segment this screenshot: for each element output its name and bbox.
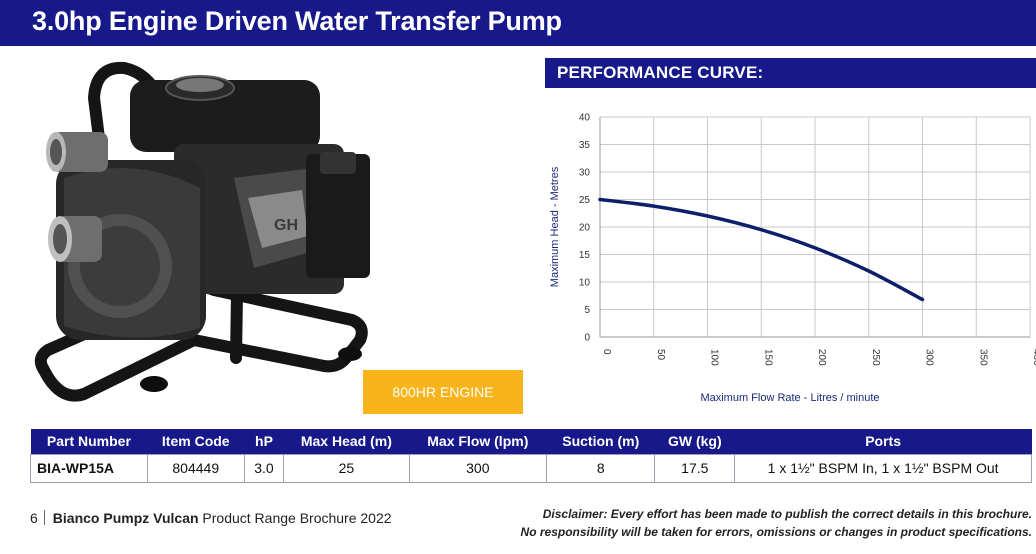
header-ports: Ports bbox=[734, 429, 1032, 454]
footer-divider bbox=[43, 510, 45, 525]
y-tick-label: 30 bbox=[579, 168, 591, 179]
y-tick-label: 20 bbox=[579, 223, 591, 234]
page-title: 3.0hp Engine Driven Water Transfer Pump bbox=[32, 6, 562, 36]
pump-image: GH bbox=[34, 61, 370, 402]
y-tick-label: 10 bbox=[579, 278, 591, 289]
spec-table-header: Part Number Item Code hP Max Head (m) Ma… bbox=[30, 429, 1032, 454]
disclaimer-line-2: No responsibility will be taken for erro… bbox=[520, 525, 1032, 539]
x-tick-label: 250 bbox=[870, 349, 881, 366]
performance-curve-heading: PERFORMANCE CURVE: bbox=[545, 58, 1036, 88]
title-bar: 3.0hp Engine Driven Water Transfer Pump bbox=[0, 0, 1036, 46]
cell-hp: 3.0 bbox=[243, 453, 285, 483]
x-tick-label: 350 bbox=[977, 349, 988, 366]
header-item-code: Item Code bbox=[147, 429, 245, 454]
y-axis-label: Maximum Head - Metres bbox=[549, 166, 561, 287]
x-axis-label: Maximum Flow Rate - Litres / minute bbox=[700, 392, 879, 404]
x-tick-label: 400 bbox=[1031, 349, 1036, 366]
x-tick-label: 200 bbox=[816, 349, 827, 366]
x-tick-label: 50 bbox=[655, 349, 666, 361]
header-hp: hP bbox=[244, 429, 284, 454]
performance-curve-title: PERFORMANCE CURVE: bbox=[557, 63, 764, 82]
y-tick-label: 5 bbox=[584, 305, 590, 316]
svg-text:GH: GH bbox=[274, 217, 298, 234]
cell-max-flow: 300 bbox=[408, 453, 548, 483]
spec-table: Part Number Item Code hP Max Head (m) Ma… bbox=[30, 429, 1032, 483]
x-tick-label: 0 bbox=[601, 349, 612, 355]
y-tick-label: 15 bbox=[579, 250, 591, 261]
page-number: 6 bbox=[30, 510, 38, 526]
header-part-number: Part Number bbox=[30, 429, 148, 454]
footer-brand: Bianco Pumpz Vulcan bbox=[52, 510, 199, 526]
disclaimer: Disclaimer: Every effort has been made t… bbox=[521, 505, 1032, 541]
x-tick-label: 100 bbox=[709, 349, 720, 366]
engine-hours-badge: 800HR ENGINE bbox=[363, 370, 523, 414]
y-tick-label: 25 bbox=[579, 195, 591, 206]
header-max-head: Max Head (m) bbox=[283, 429, 410, 454]
cell-max-head: 25 bbox=[283, 453, 410, 483]
footer-page-info: 6 Bianco Pumpz Vulcan Product Range Broch… bbox=[30, 510, 392, 526]
cell-ports: 1 x 1½" BSPM In, 1 x 1½" BSPM Out bbox=[734, 453, 1032, 483]
cell-item-code: 804449 bbox=[146, 453, 245, 483]
x-tick-label: 150 bbox=[762, 349, 773, 366]
header-suction: Suction (m) bbox=[546, 429, 655, 454]
table-row: BIA-WP15A 804449 3.0 25 300 8 17.5 1 x 1… bbox=[30, 453, 1032, 483]
disclaimer-line-1: Disclaimer: Every effort has been made t… bbox=[542, 507, 1032, 521]
header-gw: GW (kg) bbox=[654, 429, 735, 454]
y-tick-label: 35 bbox=[579, 140, 591, 151]
cell-suction: 8 bbox=[546, 453, 656, 483]
header-max-flow: Max Flow (lpm) bbox=[409, 429, 547, 454]
performance-curve-line bbox=[598, 197, 925, 302]
performance-chart: 0 50 100 150 200 250 300 350 400 0 5 10 15 20 25 30 35 40… bbox=[549, 113, 1036, 405]
cell-part-number: BIA-WP15A bbox=[30, 453, 148, 483]
footer-publication: Product Range Brochure 2022 bbox=[198, 510, 392, 526]
y-tick-label: 40 bbox=[579, 113, 591, 124]
x-tick-label: 300 bbox=[924, 349, 935, 366]
y-tick-label: 0 bbox=[584, 333, 590, 344]
cell-gw: 17.5 bbox=[654, 453, 736, 483]
